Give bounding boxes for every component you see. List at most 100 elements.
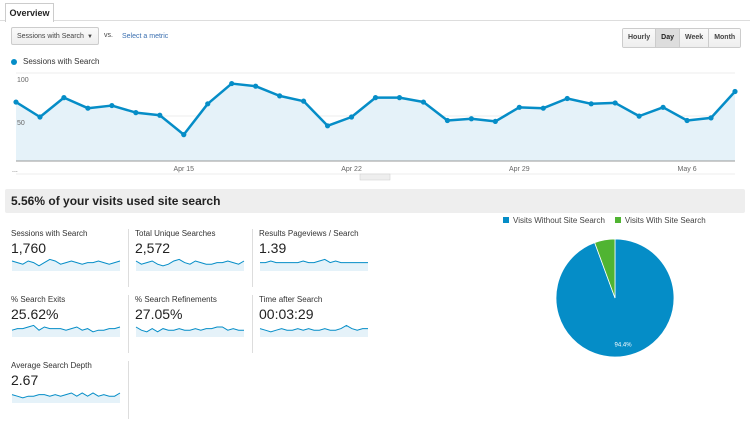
time-granularity-buttons: Hourly Day Week Month — [622, 28, 742, 48]
data-point[interactable] — [684, 117, 690, 124]
data-point[interactable] — [13, 99, 19, 105]
legend-item-without-search: Visits Without Site Search — [503, 216, 605, 225]
data-point[interactable] — [516, 104, 522, 110]
metric-label: Average Search Depth — [11, 361, 92, 370]
data-point[interactable] — [85, 105, 91, 111]
sparkline — [11, 258, 121, 271]
sessions-line-chart: 100 50 ... Apr 15 Apr 22 Apr 29 May 6 — [12, 72, 738, 181]
data-point[interactable] — [444, 117, 450, 124]
data-point[interactable] — [396, 95, 403, 101]
metric-card[interactable]: Results Pageviews / Search 1.39 — [259, 229, 383, 289]
data-point[interactable] — [324, 123, 331, 129]
metric-card[interactable]: Sessions with Search 1,760 — [11, 229, 135, 289]
pie-legend: Visits Without Site Search Visits With S… — [503, 216, 706, 225]
data-point[interactable] — [277, 93, 283, 99]
metric-label: % Search Exits — [11, 295, 66, 304]
tab-overview[interactable]: Overview — [5, 3, 54, 22]
chart-resize-handle[interactable] — [359, 173, 391, 181]
metric-divider — [252, 229, 253, 287]
data-point[interactable] — [372, 95, 379, 101]
metric-divider — [128, 295, 129, 353]
site-search-pie-chart: 94.4% — [555, 238, 675, 358]
x-start-label: ... — [12, 167, 18, 174]
data-point[interactable] — [420, 99, 427, 105]
metric-card[interactable]: % Search Exits 25.62% — [11, 295, 135, 355]
metric-label: Sessions with Search — [11, 229, 88, 238]
metric-label: Time after Search — [259, 295, 323, 304]
sparkline-fill — [12, 259, 120, 271]
sparkline — [11, 392, 121, 403]
legend-item-with-search: Visits With Site Search — [614, 216, 706, 225]
chevron-down-icon: ▼ — [87, 34, 93, 40]
data-point[interactable] — [253, 83, 259, 89]
data-point[interactable] — [636, 113, 642, 119]
sparkline — [11, 324, 121, 337]
metric-dropdown[interactable]: Sessions with Search ▼ — [11, 27, 99, 45]
vs-label: vs. — [104, 32, 113, 39]
data-point[interactable] — [564, 95, 570, 102]
data-point[interactable] — [181, 132, 187, 138]
legend-label: Visits With Site Search — [624, 216, 706, 225]
sparkline-line — [11, 324, 121, 333]
metric-divider — [252, 295, 253, 353]
data-point[interactable] — [492, 118, 498, 124]
data-point[interactable] — [732, 88, 738, 95]
sparkline-line — [11, 392, 121, 399]
metric-card[interactable]: Average Search Depth 2.67 — [11, 361, 135, 421]
y-tick-label: 50 — [17, 120, 25, 127]
data-point[interactable] — [468, 116, 474, 122]
data-point[interactable] — [205, 101, 211, 107]
data-point[interactable] — [612, 100, 618, 106]
data-point[interactable] — [229, 80, 235, 87]
sparkline — [259, 324, 368, 337]
sparkline-fill — [260, 325, 368, 337]
sparkline — [135, 326, 244, 337]
area-fill — [16, 83, 735, 161]
sparkline-line — [135, 258, 245, 267]
metric-dropdown-label: Sessions with Search — [17, 33, 84, 40]
data-point[interactable] — [540, 105, 546, 111]
metric-card[interactable]: % Search Refinements 27.05% — [135, 295, 259, 355]
metric-value: 00:03:29 — [259, 306, 314, 322]
hourly-button[interactable]: Hourly — [623, 29, 657, 47]
sparkline-fill — [136, 327, 244, 337]
sparkline-line — [260, 258, 368, 264]
metric-divider — [128, 229, 129, 287]
sparkline-fill — [12, 393, 120, 403]
select-metric-link[interactable]: Select a metric — [122, 33, 169, 40]
metric-label: Total Unique Searches — [135, 229, 216, 238]
metric-value: 27.05% — [135, 306, 183, 322]
data-point[interactable] — [157, 112, 163, 118]
metric-value: 1,760 — [11, 240, 47, 256]
legend-swatch — [614, 217, 621, 223]
data-point[interactable] — [133, 110, 139, 116]
data-point[interactable] — [708, 115, 714, 121]
metric-label: % Search Refinements — [135, 295, 217, 304]
sparkline — [135, 258, 245, 271]
pie-slice-label: 94.4% — [615, 342, 633, 348]
data-point[interactable] — [660, 104, 666, 110]
pie-slice[interactable] — [594, 238, 616, 299]
week-button[interactable]: Week — [680, 29, 710, 47]
metric-label: Results Pageviews / Search — [259, 229, 359, 238]
month-button[interactable]: Month — [709, 29, 741, 47]
data-point[interactable] — [61, 95, 67, 101]
metric-value: 1.39 — [259, 240, 287, 256]
data-point[interactable] — [301, 98, 307, 104]
data-point[interactable] — [348, 114, 355, 120]
sparkline-line — [259, 324, 368, 333]
x-tick-label: Apr 22 — [341, 166, 362, 173]
metric-card[interactable]: Time after Search 00:03:29 — [259, 295, 383, 355]
tab-divider — [0, 20, 750, 21]
data-point[interactable] — [37, 114, 43, 120]
chart-legend: Sessions with Search — [11, 57, 99, 66]
metric-divider — [128, 361, 129, 419]
sparkline-fill — [136, 259, 244, 271]
metric-value: 25.62% — [11, 306, 59, 322]
day-button[interactable]: Day — [656, 29, 681, 47]
data-point[interactable] — [109, 102, 115, 109]
x-tick-label: Apr 15 — [173, 166, 194, 173]
site-search-headline: 5.56% of your visits used site search — [5, 189, 745, 213]
data-point[interactable] — [588, 101, 594, 107]
metric-card[interactable]: Total Unique Searches 2,572 — [135, 229, 259, 289]
